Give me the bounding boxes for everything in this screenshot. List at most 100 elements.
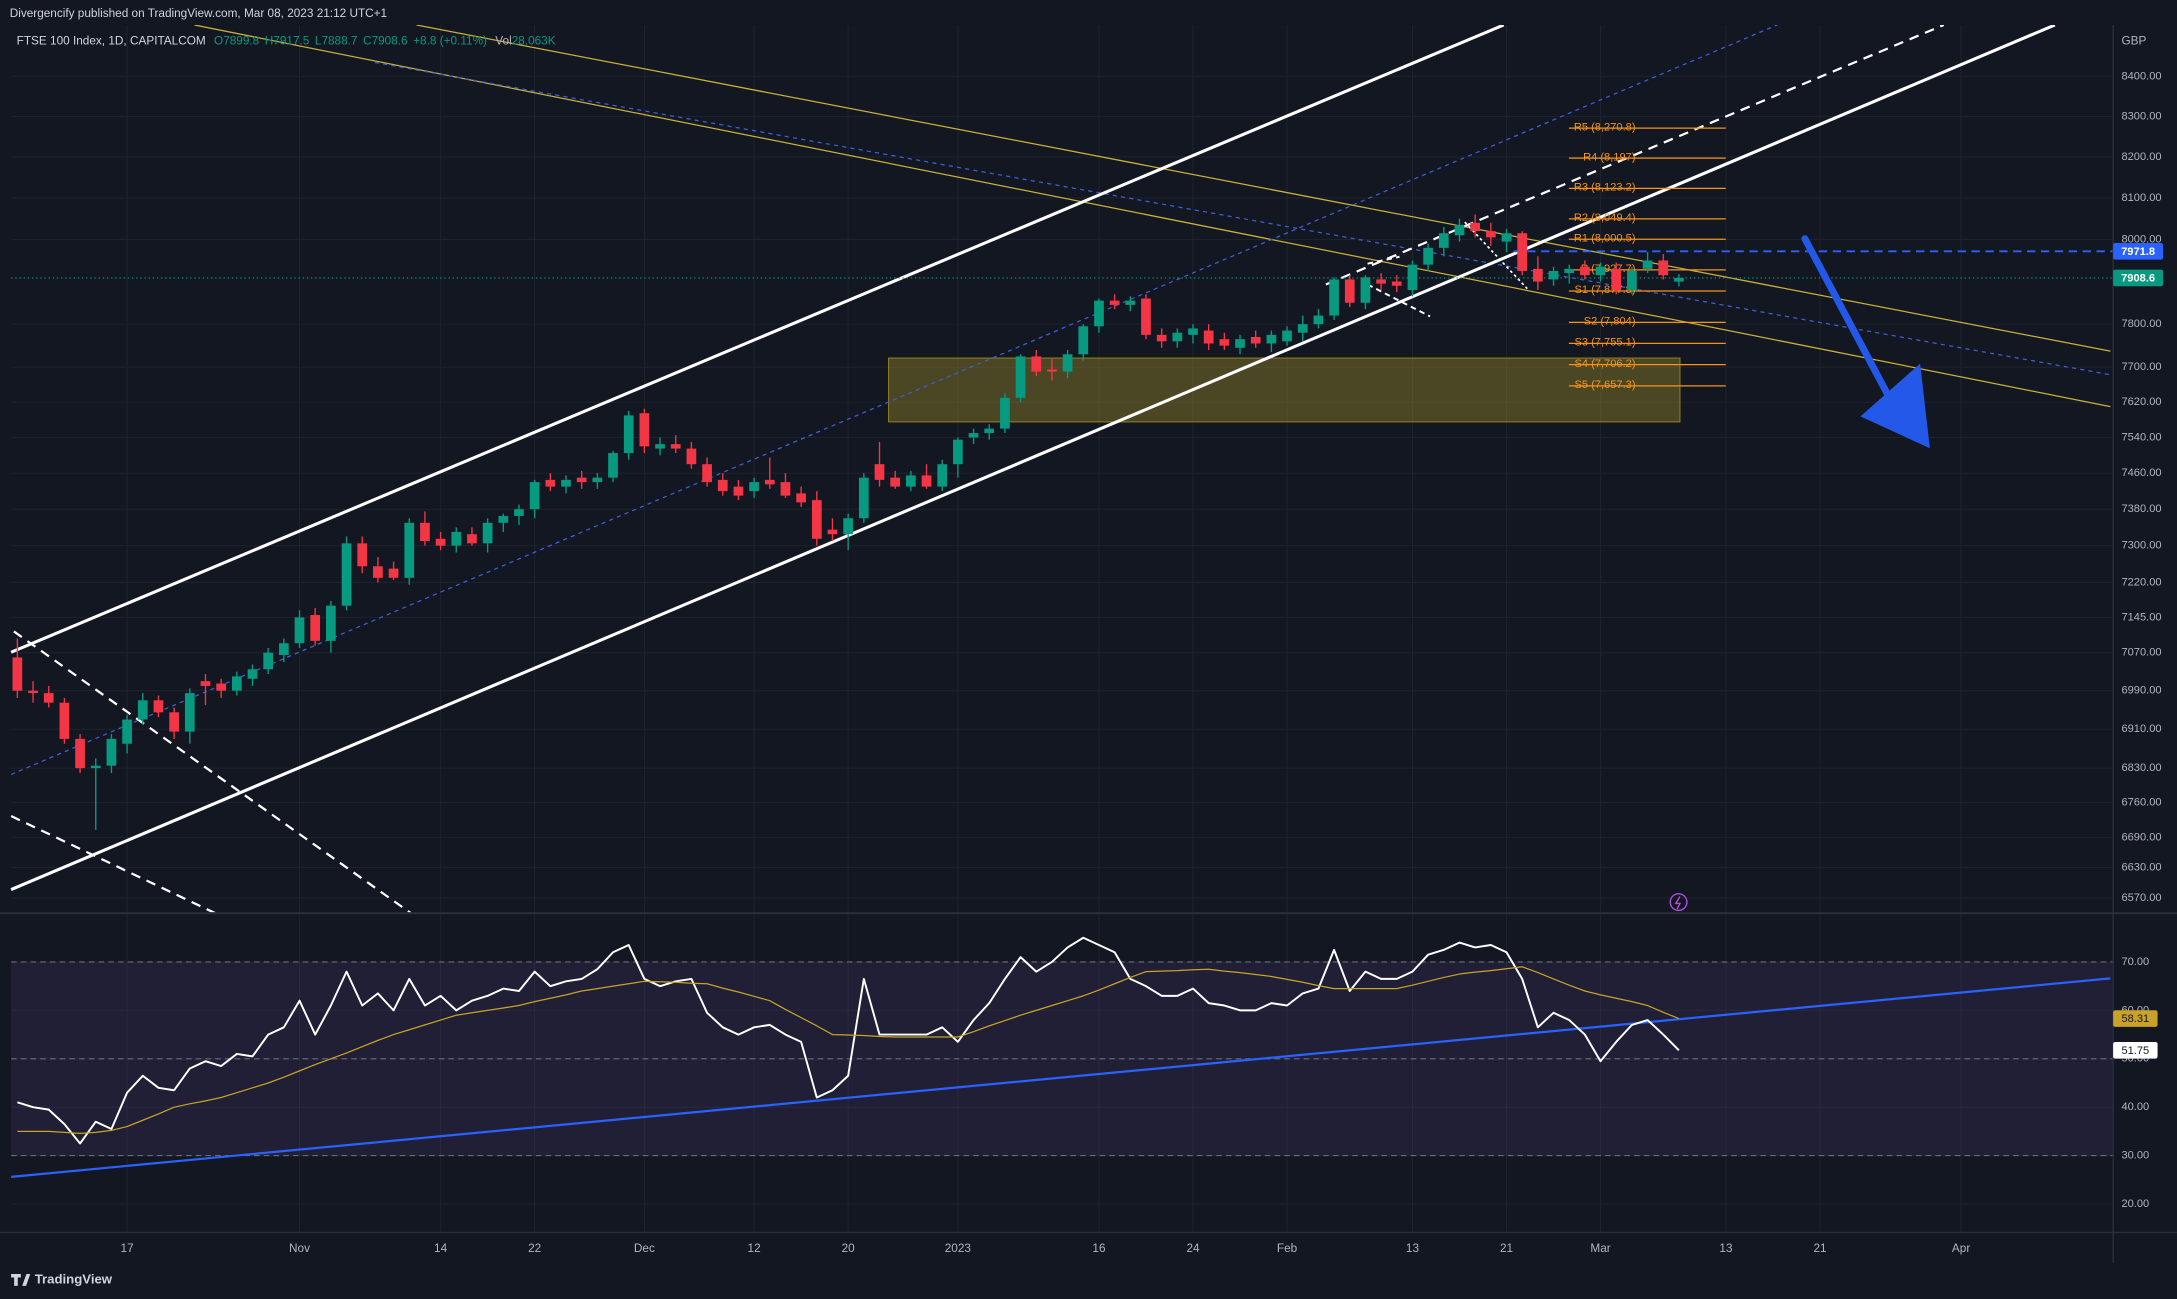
pivot-label: R5 (8,270.8)	[1574, 121, 1636, 133]
candle-body	[1266, 334, 1277, 344]
pivot-label: S5 (7,657.3)	[1574, 379, 1635, 391]
candle-body	[247, 669, 258, 679]
candle-body	[294, 617, 305, 644]
alert-icon[interactable]	[1669, 893, 1688, 912]
candle-body	[1642, 260, 1653, 269]
x-tick-label: 14	[434, 1242, 448, 1255]
candle-body	[843, 518, 854, 535]
candle-body	[592, 477, 603, 483]
candle-body	[968, 433, 979, 438]
down-arrow	[1801, 235, 1930, 449]
candle-body	[702, 464, 712, 483]
candle-body	[1125, 300, 1136, 305]
candle-body	[1360, 277, 1371, 303]
candle-body	[1282, 330, 1292, 342]
candle-body	[357, 543, 368, 567]
arrow-head	[1860, 363, 1930, 449]
rsi-tag	[2113, 1010, 2158, 1027]
x-tick-label: 24	[1186, 1242, 1200, 1255]
price-tag	[2113, 269, 2164, 287]
candle-body	[28, 690, 38, 694]
dotted-line	[1464, 221, 1528, 290]
candle-body	[1485, 231, 1496, 238]
candle-body	[639, 413, 650, 447]
price-tag-label: 7971.8	[2121, 246, 2155, 258]
candle-body	[1235, 339, 1245, 348]
pivot-label: P (7,927.7)	[1581, 263, 1636, 275]
x-tick-label: 16	[1092, 1242, 1106, 1255]
candle-body	[435, 538, 446, 546]
y-tick-label: 6910.00	[2121, 723, 2161, 735]
candle-body	[43, 693, 54, 703]
dashed-line	[10, 815, 216, 915]
candle-body	[1109, 300, 1120, 305]
candle-body	[59, 702, 70, 739]
candle-body	[184, 693, 195, 732]
rsi-tick-label: 70.00	[2121, 956, 2149, 968]
candle-body	[1329, 279, 1339, 316]
candle-body	[310, 615, 321, 641]
y-tick-label: 8000.00	[2121, 233, 2161, 245]
brand-logo	[11, 1274, 31, 1286]
y-tick-label: 6570.00	[2121, 892, 2161, 904]
y-tick-label: 8400.00	[2121, 70, 2161, 82]
pivot-label: S4 (7,706.2)	[1574, 358, 1635, 370]
candle-body	[670, 444, 681, 449]
candle-body	[1674, 277, 1684, 282]
x-tick-label: Nov	[289, 1242, 310, 1255]
brand: TradingView	[11, 1272, 113, 1287]
dashed-line	[1367, 283, 1431, 318]
pivot-label: R2 (8,049.4)	[1574, 212, 1636, 224]
x-tick-label: 21	[1813, 1242, 1826, 1255]
candle-body	[686, 448, 697, 465]
candle-body	[216, 683, 227, 691]
rsi-tick-label: 40.00	[2121, 1101, 2149, 1113]
rsi-tag-label: 58.31	[2121, 1013, 2149, 1025]
pivot-label: S2 (7,804)	[1584, 316, 1636, 328]
x-tick-label: Feb	[1277, 1242, 1298, 1255]
candle-body	[827, 529, 838, 535]
header-bar	[0, 0, 2177, 25]
y-tick-label: 7300.00	[2121, 540, 2161, 552]
candle-body	[1000, 397, 1010, 429]
pivot-label: R4 (8,197)	[1583, 151, 1635, 163]
rsi-trend-line	[11, 977, 2111, 1178]
x-tick-label: Mar	[1590, 1242, 1610, 1255]
candle-body	[1517, 233, 1528, 271]
candle-body	[1580, 266, 1590, 276]
candle-body	[1407, 264, 1418, 291]
candle-body	[545, 479, 556, 487]
y-tick-label: 6760.00	[2121, 797, 2161, 809]
rsi-tick-label: 50.00	[2121, 1053, 2149, 1065]
candle-body	[1156, 334, 1167, 342]
y-tick-label: 7700.00	[2121, 361, 2161, 373]
candle-body	[749, 482, 759, 492]
rsi-tag-label: 51.75	[2121, 1045, 2149, 1057]
x-tick-label: Dec	[634, 1242, 655, 1255]
candle-body	[608, 453, 618, 478]
candle-body	[388, 568, 399, 578]
candle-body	[1062, 354, 1073, 372]
high-label: H7917.5	[265, 35, 310, 48]
channel-extension	[1325, 23, 1945, 286]
arrow-shaft	[1801, 235, 1892, 399]
candle-body	[1047, 369, 1057, 372]
channel-mid	[10, 24, 1778, 775]
candle-body	[655, 444, 665, 449]
y-tick-label: 8300.00	[2121, 110, 2161, 122]
candle-body	[1015, 356, 1026, 398]
candle-body	[404, 522, 415, 578]
channel-bottom	[10, 23, 2056, 891]
x-tick-label: 2023	[945, 1242, 972, 1255]
candle-body	[1595, 266, 1606, 276]
candle-body	[341, 543, 352, 606]
candle-body	[1423, 247, 1433, 265]
currency: GBP	[2121, 35, 2146, 48]
candle-body	[1203, 330, 1214, 344]
x-tick-label: 13	[1719, 1242, 1733, 1255]
pivot-label: S3 (7,755.1)	[1574, 337, 1635, 349]
candle-body	[733, 486, 744, 496]
y-tick-label: 8200.00	[2121, 151, 2161, 163]
